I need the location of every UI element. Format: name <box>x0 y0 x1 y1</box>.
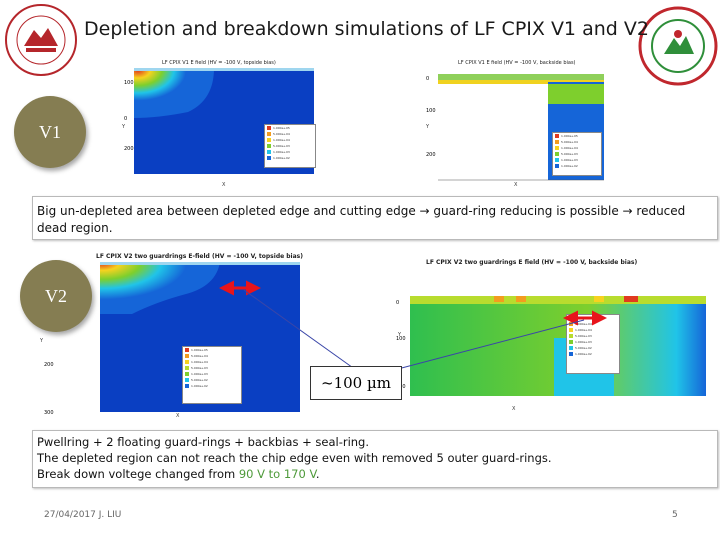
svg-text:100: 100 <box>426 108 436 114</box>
summary-line-3-prefix: Break down voltege changed from <box>37 467 239 481</box>
observation-textbox: Big un-depleted area between depleted ed… <box>32 196 718 240</box>
x-axis-label: X <box>176 413 180 419</box>
color-legend: 1.000e+05 5.000e+04 1.000e+04 5.000e+03 … <box>552 132 602 176</box>
y-axis-label: Y <box>398 332 402 338</box>
v1-badge: V1 <box>14 96 86 168</box>
sim-v1-topside: LF CPIX V1 E field (HV = -100 V, topside… <box>118 60 318 188</box>
v2-badge: V2 <box>20 260 92 332</box>
summary-textbox: Pwellring + 2 floating guard-rings + bac… <box>32 430 718 488</box>
sim-title: LF CPIX V1 E field (HV = -100 V, backsid… <box>458 60 576 66</box>
svg-text:0: 0 <box>396 300 399 306</box>
x-axis-label: X <box>514 182 518 188</box>
summary-line-2: The depleted region can not reach the ch… <box>37 451 552 465</box>
svg-text:300: 300 <box>44 410 54 416</box>
svg-text:100: 100 <box>124 80 134 86</box>
svg-text:0: 0 <box>426 76 429 82</box>
sim-title: LF CPIX V2 two guardrings E-field (HV = … <box>96 253 303 260</box>
summary-line-1: Pwellring + 2 floating guard-rings + bac… <box>37 435 370 449</box>
svg-text:200: 200 <box>44 362 54 368</box>
x-axis-label: X <box>222 182 226 188</box>
sim-title: LF CPIX V2 two guardrings E field (HV = … <box>426 259 638 266</box>
color-legend: 1.000e+05 5.000e+04 1.000e+04 5.000e+03 … <box>182 346 242 404</box>
summary-line-3: Break down voltege changed from 90 V to … <box>37 466 713 482</box>
color-legend: 1.000e+05 5.000e+04 1.000e+04 5.000e+03 … <box>566 314 620 374</box>
institute-logo <box>636 4 720 88</box>
slide-title: Depletion and breakdown simulations of L… <box>84 18 649 40</box>
svg-text:0: 0 <box>124 116 127 122</box>
voltage-change-highlight: 90 V to 170 V <box>238 467 316 481</box>
dimension-callout: ~100 µm <box>310 366 402 400</box>
color-legend: 1.000e+05 5.000e+04 1.000e+04 5.000e+03 … <box>264 124 316 168</box>
sim-title: LF CPIX V1 E field (HV = -100 V, topside… <box>162 60 276 66</box>
observation-text: Big un-depleted area between depleted ed… <box>37 204 686 235</box>
efield-map: 0 100 200 <box>396 296 706 408</box>
sim-v1-backside: LF CPIX V1 E field (HV = -100 V, backsid… <box>424 60 608 188</box>
y-axis-label: Y <box>40 338 44 344</box>
svg-text:200: 200 <box>426 152 436 158</box>
svg-text:200: 200 <box>124 146 134 152</box>
page-number: 5 <box>672 510 678 520</box>
summary-line-3-suffix: . <box>315 467 320 481</box>
x-axis-label: X <box>512 406 516 412</box>
efield-map: 0 100 200 <box>426 74 604 181</box>
footer-date: 27/04/2017 J. LIU <box>44 510 122 520</box>
y-axis-label: Y <box>426 124 430 130</box>
sim-v2-backside: LF CPIX V2 two guardrings E field (HV = … <box>394 258 710 412</box>
university-logo <box>2 2 80 78</box>
y-axis-label: Y <box>122 124 126 130</box>
